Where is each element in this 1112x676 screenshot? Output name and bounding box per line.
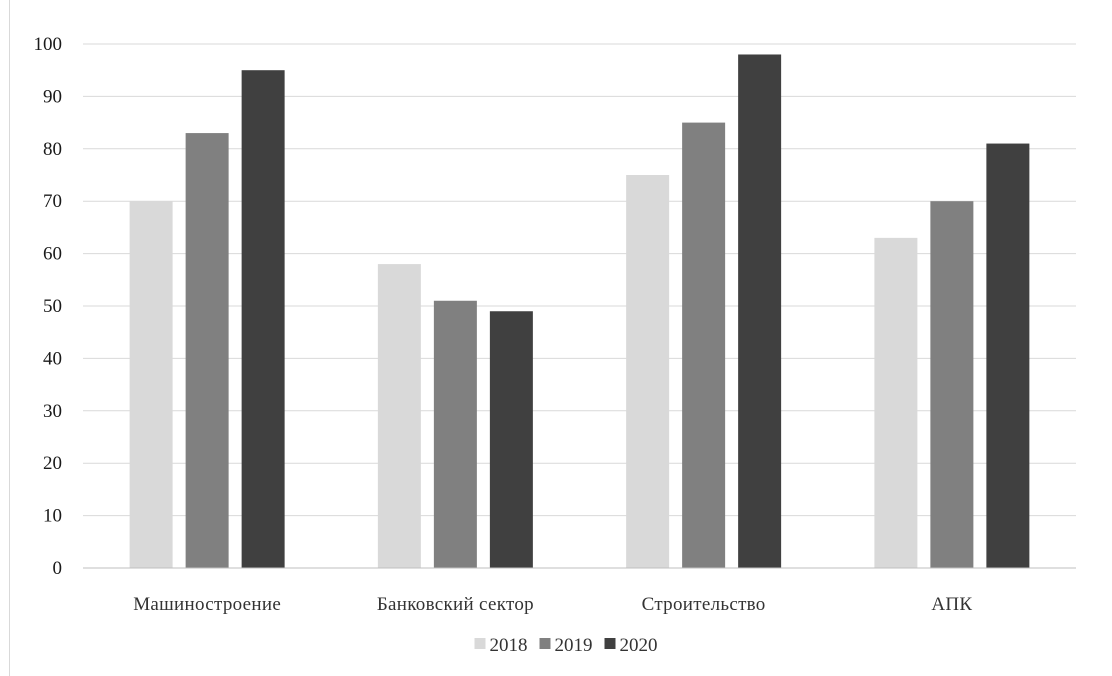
- x-category-label: Банковский сектор: [377, 594, 534, 615]
- y-tick-label: 80: [43, 139, 62, 160]
- legend-label-2020: 2020: [620, 635, 658, 656]
- bar-2018: [626, 175, 670, 568]
- bar-2020: [489, 311, 533, 568]
- gridlines: [83, 43, 1076, 517]
- bar-2020: [738, 54, 782, 569]
- bars: [129, 54, 1030, 569]
- y-tick-label: 0: [53, 558, 63, 579]
- bar-2019: [433, 300, 477, 568]
- bar-2020: [241, 70, 285, 568]
- legend-swatch-2020: [604, 638, 616, 649]
- bar-2019: [682, 122, 726, 568]
- y-tick-label: 90: [43, 86, 62, 107]
- chart-border: [9, 0, 10, 676]
- x-category-label: АПК: [931, 594, 972, 615]
- y-tick-label: 50: [43, 296, 62, 317]
- legend-label-2018: 2018: [490, 635, 528, 656]
- y-tick-label: 70: [43, 191, 62, 212]
- bar-2018: [377, 264, 421, 568]
- y-tick-label: 40: [43, 348, 62, 369]
- legend-swatch-2018: [474, 638, 486, 649]
- x-category-label: Машиностроение: [133, 594, 281, 615]
- legend-label-2019: 2019: [555, 635, 593, 656]
- y-tick-label: 30: [43, 401, 62, 422]
- bar-2019: [930, 201, 974, 568]
- x-category-label: Строительство: [642, 594, 766, 615]
- y-axis-tick-labels: 0 10 20 30 40 50 60 70 80 90 100: [34, 34, 63, 579]
- bar-2019: [185, 133, 229, 568]
- y-tick-label: 20: [43, 453, 62, 474]
- y-tick-label: 100: [34, 34, 63, 55]
- legend-swatch-2019: [539, 638, 551, 649]
- x-axis: Машиностроение Банковский сектор Строитель…: [83, 567, 1076, 615]
- bar-2018: [129, 201, 173, 568]
- bar-2018: [874, 237, 918, 568]
- legend: 2018 2019 2020: [474, 635, 658, 656]
- bar-2020: [986, 143, 1030, 568]
- y-tick-label: 60: [43, 244, 62, 265]
- y-tick-label: 10: [43, 506, 62, 527]
